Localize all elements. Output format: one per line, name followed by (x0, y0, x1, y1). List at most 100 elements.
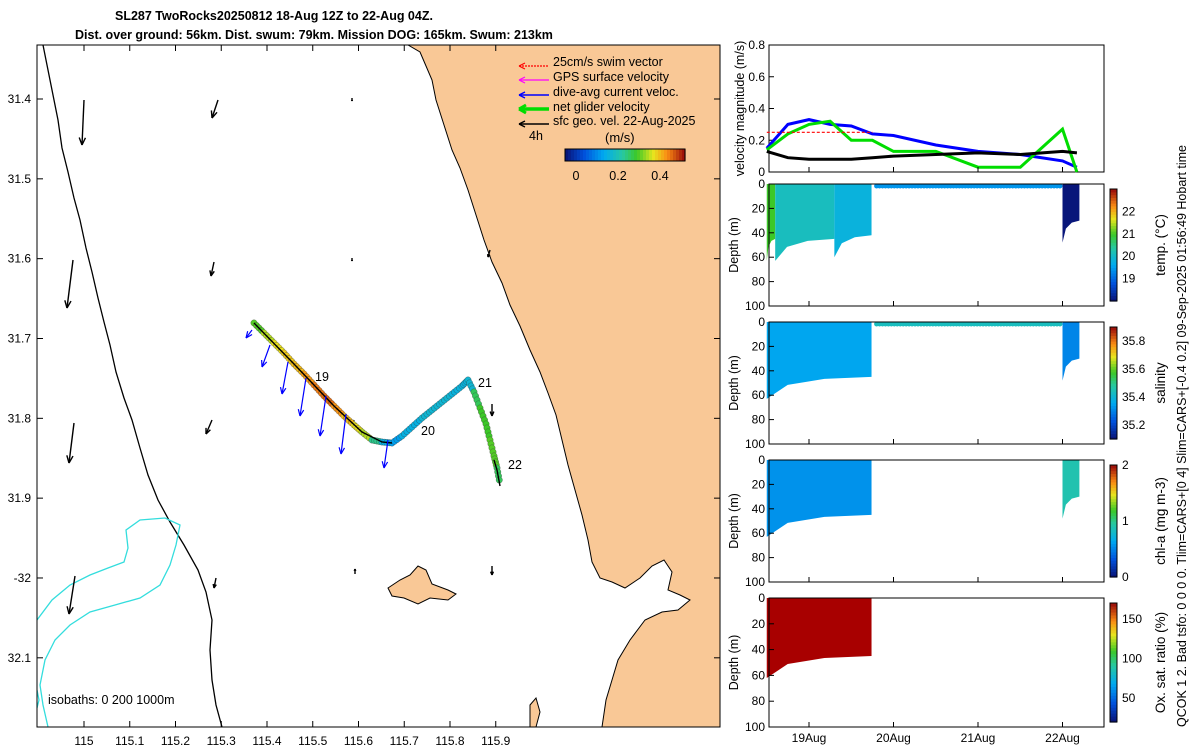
section-y-tick-label: 20 (752, 617, 766, 631)
colorbar-segment (1110, 521, 1117, 525)
colorbar-segment (1110, 433, 1117, 437)
section-panel: 0 20 40 60 80 100 Depth (m) 35.2 35.4 35.6 35.8 sal… (727, 315, 1168, 451)
colorbar-segment (586, 149, 590, 161)
geostrophic-arrow (81, 99, 85, 146)
colorbar-segment (1110, 287, 1117, 291)
section-y-tick-label: 20 (752, 201, 766, 215)
geostrophic-arrow (68, 422, 75, 464)
section-y-tick-label: 100 (745, 437, 765, 451)
colorbar-segment (1110, 540, 1117, 544)
colorbar-segment (1110, 388, 1117, 392)
section-colorbar-tick: 19 (1122, 272, 1136, 286)
section-colorbar-tick: 2 (1122, 458, 1129, 472)
day-labels: 19 20 21 22 (315, 370, 522, 472)
colorbar-segment (1110, 298, 1117, 302)
colorbar-segment (1110, 281, 1117, 285)
current-arrow-head (261, 359, 268, 368)
colorbar-segment (592, 149, 596, 161)
day-label: 20 (421, 424, 435, 438)
colorbar-title: (m/s) (605, 130, 635, 145)
section-y-label: Depth (m) (727, 635, 741, 691)
day-label: 19 (315, 370, 329, 384)
colorbar-segment (1110, 647, 1117, 652)
geostrophic-arrow (210, 261, 215, 277)
colorbar-frame (1109, 326, 1118, 440)
section-y-tick-label: 60 (752, 668, 766, 682)
colorbar-segment (1110, 605, 1117, 610)
section-data-block (1062, 322, 1080, 381)
colorbar-segment (1110, 427, 1117, 432)
colorbar-segment (613, 149, 617, 161)
colorbar-segment (1110, 565, 1117, 570)
map-x-tick-label: 115.2 (161, 734, 190, 748)
colorbar-segment (1110, 278, 1117, 282)
section-y-tick-label: 40 (752, 643, 766, 657)
colorbar-segment (1110, 465, 1117, 469)
section-y-tick-label: 40 (752, 502, 766, 516)
velocity-series-line (766, 149, 1078, 161)
section-data-block (766, 598, 872, 679)
colorbar-segment (1110, 716, 1117, 720)
colorbar-segment (1110, 515, 1117, 519)
section-colorbar-label: chl-a (mg m-3) (1153, 477, 1168, 565)
colorbar-segment (1110, 413, 1117, 418)
colorbar-segment (1110, 397, 1117, 401)
colorbar-segment (571, 149, 575, 161)
colorbar-segment (1110, 713, 1117, 717)
colorbar-segment (1110, 487, 1117, 491)
section-data-block (766, 322, 872, 399)
colorbar-segment (634, 149, 638, 161)
geostrophic-arrows (64, 98, 495, 615)
section-y-tick-label: 60 (752, 388, 766, 402)
velocity-y-tick-label: 0.4 (748, 102, 765, 116)
colorbar-segment (568, 149, 572, 161)
isobath-1000 (37, 517, 181, 727)
colorbar-segment (1110, 571, 1117, 575)
current-arrow-head (317, 429, 325, 437)
section-y-tick-label: 80 (752, 551, 766, 565)
section-data-block (834, 184, 872, 258)
colorbar-segment (1110, 563, 1117, 567)
speed-colorbar (564, 148, 686, 162)
colorbar-segment (1110, 532, 1117, 536)
colorbar-segment (1110, 710, 1117, 714)
colorbar-segment (1110, 498, 1117, 502)
current-arrow (319, 395, 327, 437)
velocity-series-line (765, 119, 1079, 173)
colorbar-segment (655, 149, 659, 161)
colorbar-segment (1110, 295, 1117, 299)
section-y-label: Depth (m) (727, 355, 741, 411)
section-y-tick-label: 100 (745, 299, 765, 313)
colorbar-segment (1110, 355, 1117, 359)
colorbar-segment (1110, 191, 1117, 196)
colorbar-segment (1110, 419, 1117, 423)
colorbar-segment (1110, 416, 1117, 420)
velocity-y-tick-label: 0 (758, 165, 765, 179)
colorbar-segment (1110, 341, 1117, 345)
velocity-y-label: velocity magnitude (m/s) (733, 41, 747, 176)
colorbar-segment (1110, 704, 1117, 708)
map-legend: 25cm/s swim vector GPS surface velocity … (518, 55, 695, 183)
geostrophic-arrow (68, 575, 76, 615)
colorbar-segment (1110, 411, 1117, 415)
colorbar-segment (1110, 200, 1117, 204)
colorbar-segment (1110, 327, 1117, 331)
colorbar-segment (670, 149, 674, 161)
section-panel: 0 20 40 60 80 100 Depth (m) 19 20 21 22 temp. (°C) (727, 177, 1168, 313)
colorbar-segment (622, 149, 626, 161)
colorbar-segment (640, 149, 644, 161)
colorbar-segment (1110, 422, 1117, 426)
colorbar-segment (1110, 399, 1117, 404)
colorbar-segment (1110, 490, 1117, 494)
isobaths-label: isobaths: 0 200 1000m (48, 693, 174, 707)
map-y-tick-label: 31.6 (8, 252, 32, 266)
geostrophic-arrow-head (66, 606, 74, 615)
title-line-2: Dist. over ground: 56km. Dist. swum: 79k… (75, 28, 553, 42)
time-tick-label: 21Aug (961, 731, 996, 745)
colorbar-segment (589, 149, 593, 161)
section-y-tick-label: 60 (752, 250, 766, 264)
colorbar-segment (1110, 357, 1117, 362)
